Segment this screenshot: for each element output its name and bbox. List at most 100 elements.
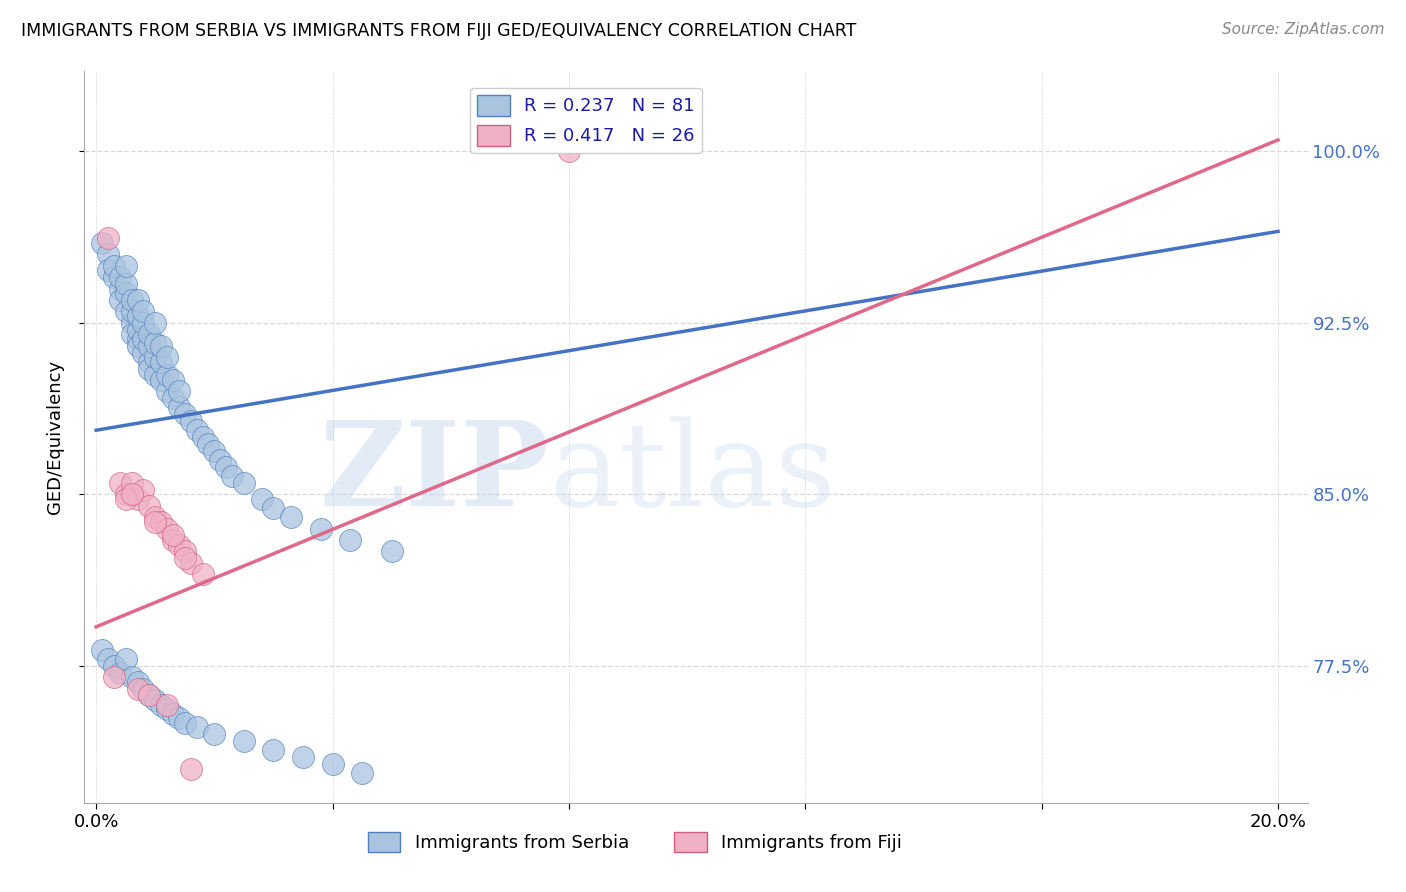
Point bbox=[91, 642, 114, 657]
Point bbox=[114, 277, 136, 291]
Point bbox=[108, 293, 131, 307]
Point bbox=[127, 323, 149, 337]
Point bbox=[138, 354, 160, 368]
Point bbox=[162, 528, 184, 542]
Point bbox=[167, 401, 190, 415]
Point bbox=[352, 766, 374, 780]
Point bbox=[127, 491, 149, 506]
Point bbox=[114, 487, 136, 501]
Point bbox=[91, 235, 114, 250]
Point bbox=[143, 693, 166, 707]
Point bbox=[280, 510, 302, 524]
Point bbox=[143, 515, 166, 529]
Point bbox=[132, 681, 155, 696]
Point bbox=[121, 293, 143, 307]
Point bbox=[339, 533, 361, 547]
Point bbox=[173, 544, 195, 558]
Point bbox=[114, 259, 136, 273]
Point bbox=[108, 475, 131, 490]
Point bbox=[262, 743, 284, 757]
Point bbox=[156, 521, 179, 535]
Point bbox=[191, 430, 214, 444]
Point bbox=[97, 263, 120, 277]
Point bbox=[173, 551, 195, 566]
Text: ZIP: ZIP bbox=[319, 417, 550, 531]
Point bbox=[191, 567, 214, 582]
Point bbox=[232, 475, 254, 490]
Point bbox=[97, 231, 120, 245]
Point bbox=[138, 338, 160, 352]
Point bbox=[167, 537, 190, 551]
Point bbox=[309, 521, 332, 535]
Point bbox=[162, 391, 184, 405]
Point bbox=[186, 720, 208, 734]
Point bbox=[156, 368, 179, 383]
Y-axis label: GED/Equivalency: GED/Equivalency bbox=[45, 360, 63, 514]
Point bbox=[558, 145, 581, 159]
Point bbox=[138, 361, 160, 376]
Point bbox=[167, 711, 190, 725]
Point bbox=[143, 316, 166, 330]
Point bbox=[132, 332, 155, 346]
Point bbox=[138, 689, 160, 703]
Point bbox=[162, 533, 184, 547]
Point bbox=[132, 345, 155, 359]
Point bbox=[114, 652, 136, 666]
Point bbox=[127, 309, 149, 323]
Point bbox=[156, 702, 179, 716]
Text: atlas: atlas bbox=[550, 417, 835, 531]
Point bbox=[180, 762, 202, 776]
Point bbox=[143, 368, 166, 383]
Point bbox=[127, 293, 149, 307]
Point bbox=[114, 286, 136, 301]
Text: IMMIGRANTS FROM SERBIA VS IMMIGRANTS FROM FIJI GED/EQUIVALENCY CORRELATION CHART: IMMIGRANTS FROM SERBIA VS IMMIGRANTS FRO… bbox=[21, 22, 856, 40]
Point bbox=[221, 469, 243, 483]
Point bbox=[156, 384, 179, 399]
Point bbox=[138, 327, 160, 342]
Point bbox=[292, 750, 315, 764]
Point bbox=[127, 681, 149, 696]
Point bbox=[381, 544, 404, 558]
Point bbox=[173, 407, 195, 421]
Point bbox=[156, 350, 179, 364]
Point bbox=[132, 304, 155, 318]
Point bbox=[180, 414, 202, 428]
Point bbox=[150, 373, 173, 387]
Point bbox=[167, 384, 190, 399]
Point bbox=[232, 734, 254, 748]
Point bbox=[132, 316, 155, 330]
Point bbox=[143, 350, 166, 364]
Point bbox=[114, 491, 136, 506]
Point bbox=[97, 247, 120, 261]
Point bbox=[121, 475, 143, 490]
Point bbox=[150, 698, 173, 712]
Point bbox=[127, 674, 149, 689]
Point bbox=[150, 515, 173, 529]
Point bbox=[143, 510, 166, 524]
Point bbox=[103, 670, 125, 684]
Point bbox=[202, 443, 225, 458]
Point bbox=[156, 698, 179, 712]
Point bbox=[162, 373, 184, 387]
Point bbox=[138, 689, 160, 703]
Point bbox=[150, 354, 173, 368]
Point bbox=[108, 270, 131, 285]
Point bbox=[162, 706, 184, 721]
Point bbox=[114, 304, 136, 318]
Point bbox=[250, 491, 273, 506]
Point bbox=[103, 658, 125, 673]
Point bbox=[180, 556, 202, 570]
Point bbox=[215, 459, 238, 474]
Point bbox=[138, 499, 160, 513]
Point bbox=[262, 500, 284, 515]
Point bbox=[173, 715, 195, 730]
Point bbox=[132, 483, 155, 497]
Point bbox=[197, 437, 219, 451]
Point bbox=[121, 304, 143, 318]
Point bbox=[202, 727, 225, 741]
Point bbox=[121, 316, 143, 330]
Point bbox=[150, 338, 173, 352]
Point bbox=[143, 336, 166, 351]
Point bbox=[103, 259, 125, 273]
Point bbox=[121, 327, 143, 342]
